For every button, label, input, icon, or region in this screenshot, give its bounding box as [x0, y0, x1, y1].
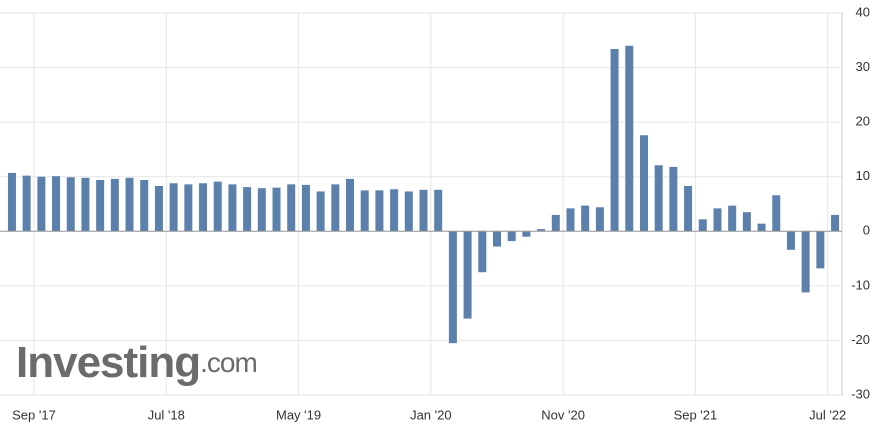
- bar: [581, 205, 590, 232]
- bar: [316, 191, 325, 232]
- watermark: Investing.com: [16, 338, 257, 387]
- bar: [66, 177, 75, 232]
- bar: [404, 191, 413, 232]
- y-tick-label: -30: [851, 386, 870, 401]
- bar: [7, 172, 16, 232]
- bar: [346, 178, 355, 232]
- bar: [184, 184, 193, 232]
- bar: [287, 184, 296, 232]
- bar: [243, 187, 252, 232]
- bar: [698, 219, 707, 232]
- bar: [228, 184, 237, 232]
- bar: [125, 177, 134, 232]
- bar: [434, 189, 443, 232]
- bar: [375, 190, 384, 232]
- bar: [96, 179, 105, 232]
- y-tick-label: -20: [851, 332, 870, 347]
- bar: [390, 189, 399, 232]
- bar: [757, 223, 766, 232]
- x-tick-label: Sep '17: [12, 407, 56, 422]
- bar: [419, 189, 428, 232]
- bar: [507, 231, 516, 242]
- bar: [551, 214, 560, 232]
- bar: [728, 205, 737, 232]
- x-tick-label: Jan '20: [410, 407, 452, 422]
- x-tick-label: Nov '20: [541, 407, 585, 422]
- bar: [448, 231, 457, 344]
- bar: [301, 184, 310, 232]
- bar: [213, 181, 222, 232]
- bar: [140, 179, 149, 232]
- y-tick-label: 0: [863, 223, 870, 238]
- bar: [654, 165, 663, 232]
- bar: [492, 231, 501, 247]
- x-tick-label: May '19: [276, 407, 321, 422]
- bar: [639, 135, 648, 232]
- bar: [81, 177, 90, 232]
- bar: [52, 176, 61, 232]
- y-tick-label: 30: [856, 59, 870, 74]
- bar: [360, 190, 369, 232]
- bar: [742, 212, 751, 232]
- bar: [478, 231, 487, 273]
- bar: [625, 45, 634, 232]
- x-tick-label: Sep '21: [674, 407, 718, 422]
- y-tick-label: 10: [856, 168, 870, 183]
- bar: [772, 195, 781, 232]
- bar: [831, 214, 840, 232]
- bar: [272, 187, 281, 232]
- x-tick-label: Jul '22: [809, 407, 846, 422]
- watermark-brand: Investing: [16, 338, 200, 387]
- bar: [522, 231, 531, 237]
- bar: [610, 49, 619, 232]
- bar: [331, 184, 340, 232]
- bar: [169, 183, 178, 232]
- bar: [801, 231, 810, 293]
- watermark-suffix: .com: [200, 347, 257, 378]
- bar: [22, 175, 31, 232]
- bar: [595, 207, 604, 232]
- bar: [566, 208, 575, 232]
- bar: [463, 231, 472, 319]
- bar: [816, 231, 825, 269]
- x-tick-label: Jul '18: [148, 407, 185, 422]
- bar: [537, 229, 546, 232]
- y-tick-label: -10: [851, 277, 870, 292]
- bar: [669, 166, 678, 232]
- bar: [786, 231, 795, 250]
- bar: [199, 183, 208, 232]
- bar: [37, 176, 46, 232]
- y-tick-label: 20: [856, 114, 870, 129]
- bar: [713, 208, 722, 232]
- y-tick-label: 40: [856, 4, 870, 19]
- bar: [684, 185, 693, 232]
- bar: [154, 185, 163, 232]
- bar: [110, 178, 119, 232]
- bar: [257, 188, 266, 232]
